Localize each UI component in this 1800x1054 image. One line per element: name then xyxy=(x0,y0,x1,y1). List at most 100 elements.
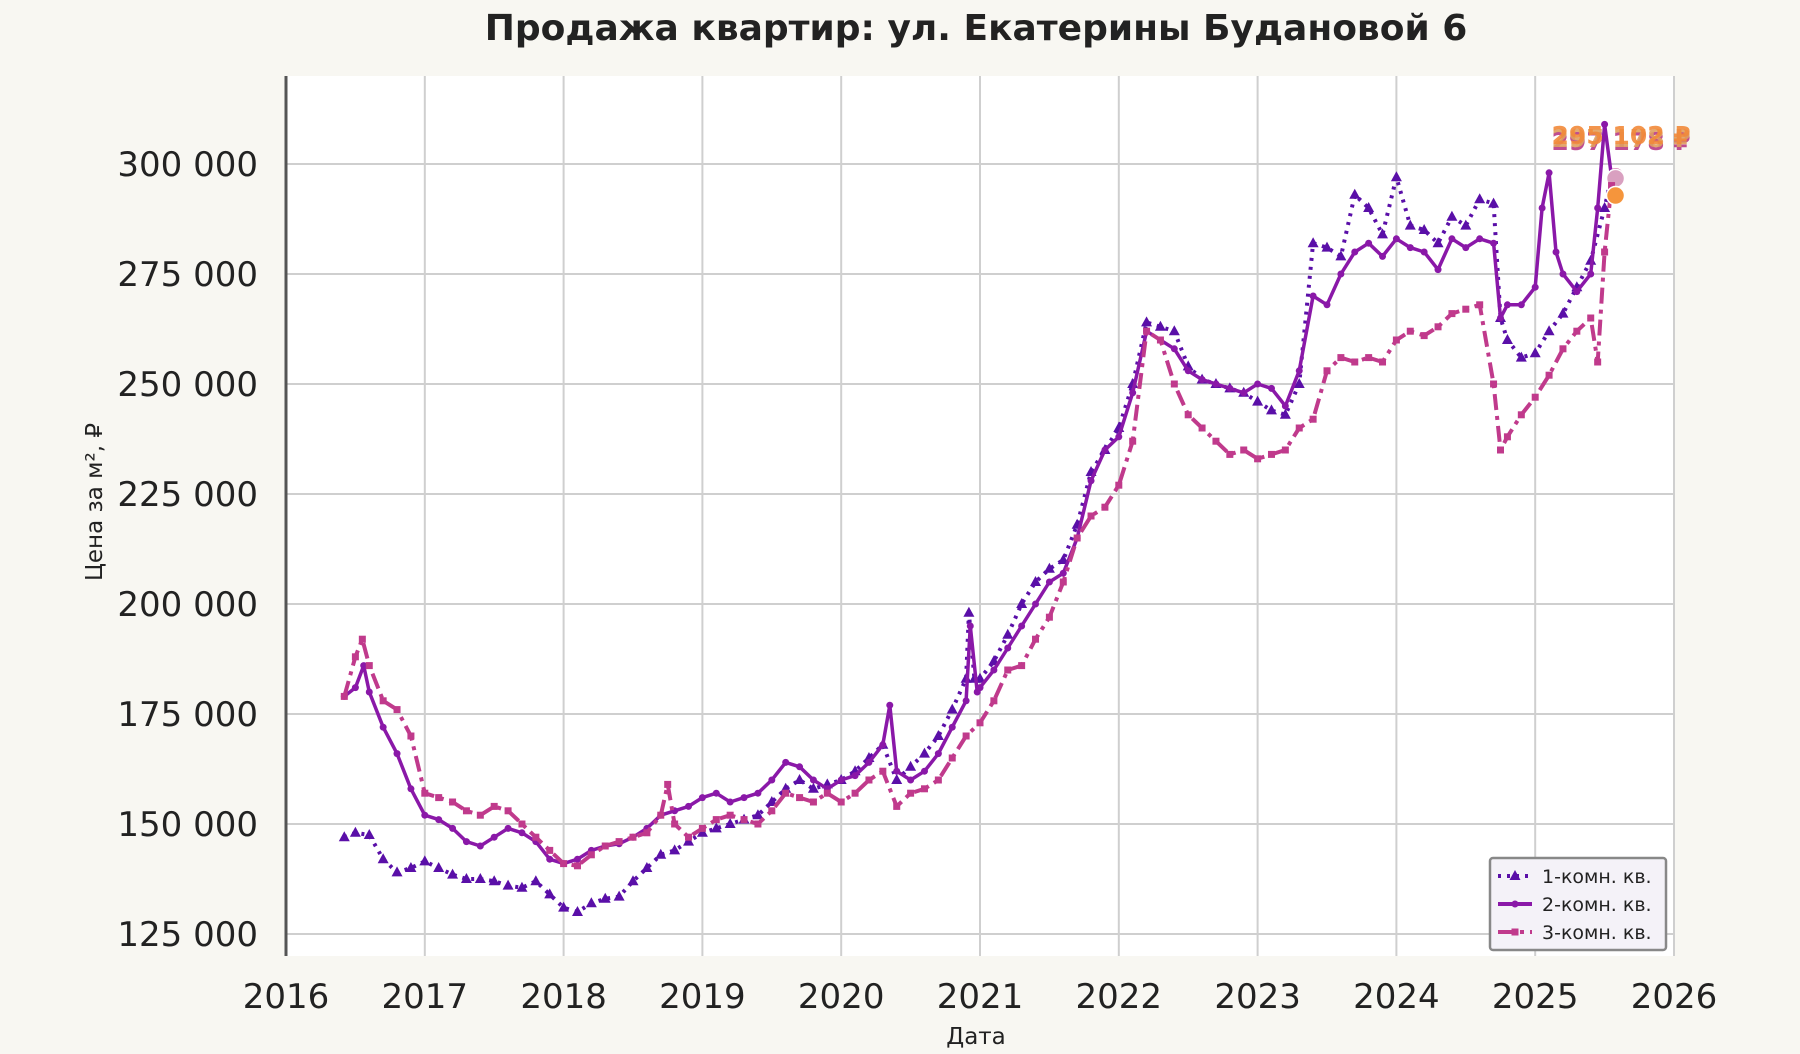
data-point xyxy=(490,802,498,810)
data-point xyxy=(685,802,693,810)
data-point xyxy=(1594,204,1602,212)
data-point xyxy=(435,794,443,802)
data-point xyxy=(918,747,930,758)
data-point xyxy=(712,789,720,797)
data-point xyxy=(560,860,568,868)
data-point xyxy=(946,703,958,714)
data-point xyxy=(1321,241,1333,252)
data-point xyxy=(1170,345,1178,353)
data-point xyxy=(1226,384,1234,392)
series-2: 297 178 ₽ xyxy=(340,120,1691,868)
data-point xyxy=(920,785,928,793)
data-point xyxy=(796,763,804,771)
data-point xyxy=(449,798,457,806)
data-point xyxy=(1323,301,1331,309)
data-point xyxy=(1594,358,1602,366)
data-point xyxy=(1295,424,1303,432)
y-tick-label: 225 000 xyxy=(117,475,258,515)
data-point xyxy=(726,811,734,819)
y-tick-label: 250 000 xyxy=(117,365,258,405)
data-point xyxy=(976,719,984,727)
data-point xyxy=(1073,534,1081,542)
data-point xyxy=(1154,320,1166,331)
data-point xyxy=(1184,367,1192,375)
data-point xyxy=(360,662,368,670)
data-point xyxy=(1418,224,1430,234)
data-point xyxy=(1434,266,1442,274)
legend-label: 2-комн. кв. xyxy=(1542,894,1652,916)
data-point xyxy=(1377,228,1389,239)
data-point xyxy=(1295,367,1303,375)
data-point xyxy=(1045,613,1053,621)
data-point xyxy=(1043,562,1055,573)
series-layer: 297 178 ₽297 178 ₽295 102 ₽ xyxy=(338,120,1691,916)
data-point xyxy=(1601,248,1609,256)
data-point xyxy=(934,776,942,784)
data-point xyxy=(865,776,873,784)
data-point xyxy=(1515,351,1527,362)
data-point xyxy=(1474,193,1486,204)
data-point xyxy=(907,789,915,797)
data-point xyxy=(1351,248,1359,256)
data-point xyxy=(447,868,459,879)
data-point xyxy=(1552,248,1560,256)
data-point xyxy=(712,816,720,824)
data-point xyxy=(627,875,639,886)
data-point xyxy=(1545,371,1553,379)
data-point xyxy=(643,829,651,837)
data-point xyxy=(948,754,956,762)
data-point xyxy=(358,635,366,643)
data-point xyxy=(1293,378,1305,388)
data-point xyxy=(865,758,873,766)
data-point xyxy=(1420,332,1428,340)
data-point xyxy=(1254,380,1262,388)
data-point xyxy=(886,701,894,709)
data-point xyxy=(1365,239,1373,247)
last-value-label: 297 178 ₽ xyxy=(1552,124,1691,153)
series-3: 295 102 ₽ xyxy=(340,121,1691,870)
data-point xyxy=(893,802,901,810)
data-point xyxy=(351,684,359,692)
data-point xyxy=(1337,354,1345,362)
last-value-marker xyxy=(1605,185,1626,206)
y-tick-label: 275 000 xyxy=(117,255,258,295)
data-point xyxy=(1531,283,1539,291)
data-point xyxy=(1559,270,1567,278)
data-point xyxy=(754,789,762,797)
last-value-label: 297 178 ₽ xyxy=(1552,127,1691,156)
data-point xyxy=(1446,210,1458,221)
data-point xyxy=(363,829,375,839)
data-point xyxy=(752,809,764,820)
data-point xyxy=(435,816,443,824)
data-point xyxy=(766,796,778,806)
legend-marker xyxy=(1511,900,1519,908)
data-point xyxy=(1392,336,1400,344)
chart-title: Продажа квартир: ул. Екатерины Будановой… xyxy=(485,8,1468,49)
data-point xyxy=(1032,600,1040,608)
data-point xyxy=(1573,288,1581,296)
data-point xyxy=(1212,380,1220,388)
data-point xyxy=(809,798,817,806)
data-point xyxy=(1129,389,1137,397)
legend-item: 3-комн. кв. xyxy=(1498,922,1652,944)
data-point xyxy=(796,794,804,802)
x-tick-label: 2025 xyxy=(1492,977,1579,1017)
data-point xyxy=(573,855,581,863)
data-point xyxy=(613,890,625,901)
legend: 1-комн. кв. 2-комн. кв. 3-комн. кв. xyxy=(1488,856,1668,952)
data-point xyxy=(671,820,679,828)
data-point xyxy=(768,776,776,784)
data-point xyxy=(504,807,512,815)
x-tick-label: 2016 xyxy=(243,977,330,1017)
data-point xyxy=(476,842,484,850)
data-point xyxy=(1587,314,1595,322)
legend-box xyxy=(1488,856,1668,952)
data-point xyxy=(338,831,350,842)
data-point xyxy=(379,697,387,705)
data-point xyxy=(1045,578,1053,586)
data-point xyxy=(530,875,542,886)
data-point xyxy=(698,794,706,802)
data-point xyxy=(1030,576,1042,586)
data-point xyxy=(782,789,790,797)
